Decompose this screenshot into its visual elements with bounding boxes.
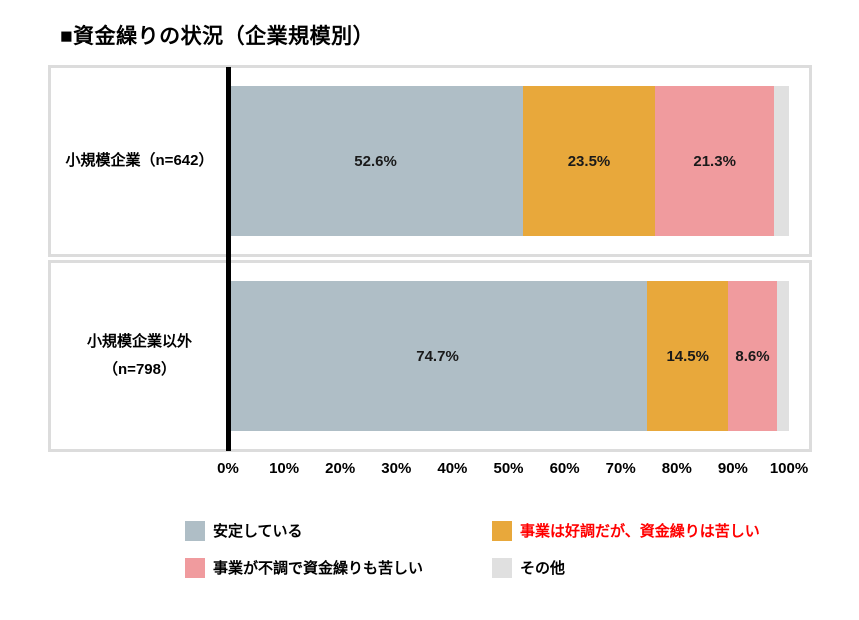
- category-label-small-enterprises: 小規模企業（n=642）: [51, 147, 228, 176]
- chart-title: ■資金繰りの状況（企業規模別）: [60, 25, 375, 48]
- segment-value-label: 21.3%: [693, 152, 736, 170]
- legend-label: その他: [520, 560, 566, 577]
- x-axis-tick: 70%: [605, 460, 636, 477]
- x-axis-tick: 60%: [549, 460, 580, 477]
- segment-value-label: 74.7%: [416, 347, 459, 365]
- x-axis-tick: 10%: [269, 460, 300, 477]
- x-axis-tick: 50%: [493, 460, 524, 477]
- bar-zone: 52.6% 23.5% 21.3%: [228, 86, 789, 236]
- category-label-non-small-enterprises: 小規模企業以外 （n=798）: [51, 328, 228, 385]
- bar-segment-good-business-tight-cash: 23.5%: [523, 86, 655, 236]
- legend-item-stable: 安定している: [185, 520, 492, 541]
- category-label-line: 小規模企業以外: [86, 332, 192, 350]
- bar-segment-other: [776, 281, 789, 431]
- stacked-bar-non-small-enterprises: 74.7% 14.5% 8.6%: [228, 281, 789, 431]
- bar-segment-stable: 52.6%: [228, 86, 524, 236]
- legend-label: 事業は好調だが、資金繰りは苦しい: [520, 523, 760, 540]
- segment-value-label: 14.5%: [666, 347, 709, 365]
- x-axis-tick: 90%: [717, 460, 748, 477]
- x-axis-tick: 40%: [437, 460, 468, 477]
- x-axis-tick: 30%: [381, 460, 412, 477]
- legend-item-good-business-tight-cash: 事業は好調だが、資金繰りは苦しい: [492, 520, 760, 541]
- legend-swatch-stable: [185, 520, 205, 541]
- legend-item-bad-business-tight-cash: 事業が不調で資金繰りも苦しい: [185, 557, 492, 578]
- legend-item-other: その他: [492, 557, 760, 578]
- legend-swatch-bad-business-tight-cash: [185, 557, 205, 578]
- category-label-line: （n=798）: [103, 361, 176, 378]
- bar-segment-good-business-tight-cash: 14.5%: [647, 281, 729, 431]
- bar-panel-small-enterprises: 小規模企業（n=642） 52.6% 23.5% 21.3%: [48, 65, 812, 257]
- segment-value-label: 8.6%: [735, 347, 770, 365]
- zero-axis-line: [226, 67, 231, 451]
- bar-panel-non-small-enterprises: 小規模企業以外 （n=798） 74.7% 14.5% 8.6%: [48, 260, 812, 452]
- legend: 安定している 事業は好調だが、資金繰りは苦しい 事業が不調で資金繰りも苦しい そ…: [185, 520, 760, 578]
- bar-segment-other: [774, 86, 789, 236]
- stacked-bar-small-enterprises: 52.6% 23.5% 21.3%: [228, 86, 789, 236]
- legend-label: 事業が不調で資金繰りも苦しい: [213, 560, 424, 577]
- x-axis-tick: 20%: [325, 460, 356, 477]
- segment-value-label: 52.6%: [354, 152, 397, 170]
- bar-segment-stable: 74.7%: [228, 281, 648, 431]
- legend-label: 安定している: [213, 523, 303, 540]
- x-axis-tick: 80%: [661, 460, 692, 477]
- bar-segment-bad-business-tight-cash: 21.3%: [654, 86, 775, 236]
- legend-swatch-good-business-tight-cash: [492, 520, 512, 541]
- bar-segment-bad-business-tight-cash: 8.6%: [728, 281, 777, 431]
- x-axis-tick: 100%: [769, 460, 809, 477]
- x-axis: 0% 10% 20% 30% 40% 50% 60% 70% 80% 90% 1…: [217, 460, 808, 482]
- legend-swatch-other: [492, 557, 512, 578]
- bar-zone: 74.7% 14.5% 8.6%: [228, 281, 789, 431]
- category-label-line: 小規模企業（n=642）: [65, 151, 214, 169]
- x-axis-tick: 0%: [217, 460, 239, 477]
- segment-value-label: 23.5%: [567, 152, 611, 170]
